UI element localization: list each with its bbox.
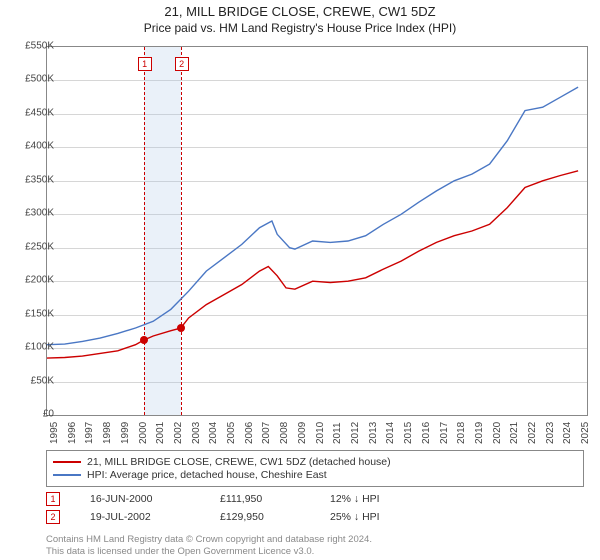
y-axis-label: £500K: [10, 74, 54, 85]
y-axis-label: £450K: [10, 107, 54, 118]
x-axis-label: 2016: [421, 422, 432, 444]
x-axis-label: 1997: [84, 422, 95, 444]
x-axis-label: 2002: [173, 422, 184, 444]
x-axis-label: 2007: [261, 422, 272, 444]
x-axis-label: 1998: [102, 422, 113, 444]
sales-table: 1 16-JUN-2000 £111,950 12% ↓ HPI 2 19-JUL-200…: [46, 492, 584, 528]
x-axis-label: 2019: [474, 422, 485, 444]
page-title: 21, MILL BRIDGE CLOSE, CREWE, CW1 5DZ: [0, 4, 600, 19]
legend-swatch: [53, 474, 81, 476]
sale-price: £111,950: [220, 493, 300, 505]
x-axis-label: 2024: [562, 422, 573, 444]
y-axis-label: £550K: [10, 41, 54, 52]
x-axis-label: 2020: [492, 422, 503, 444]
y-axis-label: £0: [10, 409, 54, 420]
y-axis-label: £150K: [10, 308, 54, 319]
sale-date: 19-JUL-2002: [90, 511, 190, 523]
x-axis-label: 2012: [350, 422, 361, 444]
legend-item: HPI: Average price, detached house, Ches…: [53, 469, 577, 481]
y-axis-label: £300K: [10, 208, 54, 219]
x-axis-label: 2013: [368, 422, 379, 444]
y-axis-label: £400K: [10, 141, 54, 152]
y-axis-label: £100K: [10, 342, 54, 353]
sale-row-badge: 1: [46, 492, 60, 506]
footer-line-1: Contains HM Land Registry data © Crown c…: [46, 534, 372, 546]
x-axis-label: 2001: [155, 422, 166, 444]
y-axis-label: £200K: [10, 275, 54, 286]
legend-swatch: [53, 461, 81, 463]
x-axis-label: 2021: [509, 422, 520, 444]
legend-item: 21, MILL BRIDGE CLOSE, CREWE, CW1 5DZ (d…: [53, 456, 577, 468]
sale-hpi-delta: 25% ↓ HPI: [330, 511, 430, 523]
chart-lines: [47, 47, 587, 415]
sale-date: 16-JUN-2000: [90, 493, 190, 505]
y-axis-label: £350K: [10, 174, 54, 185]
x-axis-label: 2011: [332, 422, 343, 444]
sale-row-badge: 2: [46, 510, 60, 524]
x-axis-label: 2025: [580, 422, 591, 444]
x-axis-label: 1995: [49, 422, 60, 444]
x-axis-label: 1996: [67, 422, 78, 444]
x-axis-label: 2014: [385, 422, 396, 444]
x-axis-label: 2003: [191, 422, 202, 444]
x-axis-label: 2004: [208, 422, 219, 444]
footer: Contains HM Land Registry data © Crown c…: [46, 534, 372, 558]
x-axis-label: 2018: [456, 422, 467, 444]
sale-price: £129,950: [220, 511, 300, 523]
legend-label: HPI: Average price, detached house, Ches…: [87, 469, 327, 481]
x-axis-label: 2008: [279, 422, 290, 444]
x-axis-label: 2022: [527, 422, 538, 444]
x-axis-label: 2000: [138, 422, 149, 444]
sale-row: 2 19-JUL-2002 £129,950 25% ↓ HPI: [46, 510, 584, 524]
legend-label: 21, MILL BRIDGE CLOSE, CREWE, CW1 5DZ (d…: [87, 456, 391, 468]
sale-hpi-delta: 12% ↓ HPI: [330, 493, 430, 505]
x-axis-label: 2017: [439, 422, 450, 444]
x-axis-label: 2010: [315, 422, 326, 444]
footer-line-2: This data is licensed under the Open Gov…: [46, 546, 372, 558]
x-axis-label: 2009: [297, 422, 308, 444]
x-axis-label: 2023: [545, 422, 556, 444]
x-axis-label: 2006: [244, 422, 255, 444]
x-axis-label: 2015: [403, 422, 414, 444]
x-axis-label: 1999: [120, 422, 131, 444]
sale-row: 1 16-JUN-2000 £111,950 12% ↓ HPI: [46, 492, 584, 506]
legend: 21, MILL BRIDGE CLOSE, CREWE, CW1 5DZ (d…: [46, 450, 584, 487]
y-axis-label: £250K: [10, 241, 54, 252]
page-subtitle: Price paid vs. HM Land Registry's House …: [0, 21, 600, 35]
chart: 12: [46, 46, 588, 416]
x-axis-label: 2005: [226, 422, 237, 444]
y-axis-label: £50K: [10, 375, 54, 386]
